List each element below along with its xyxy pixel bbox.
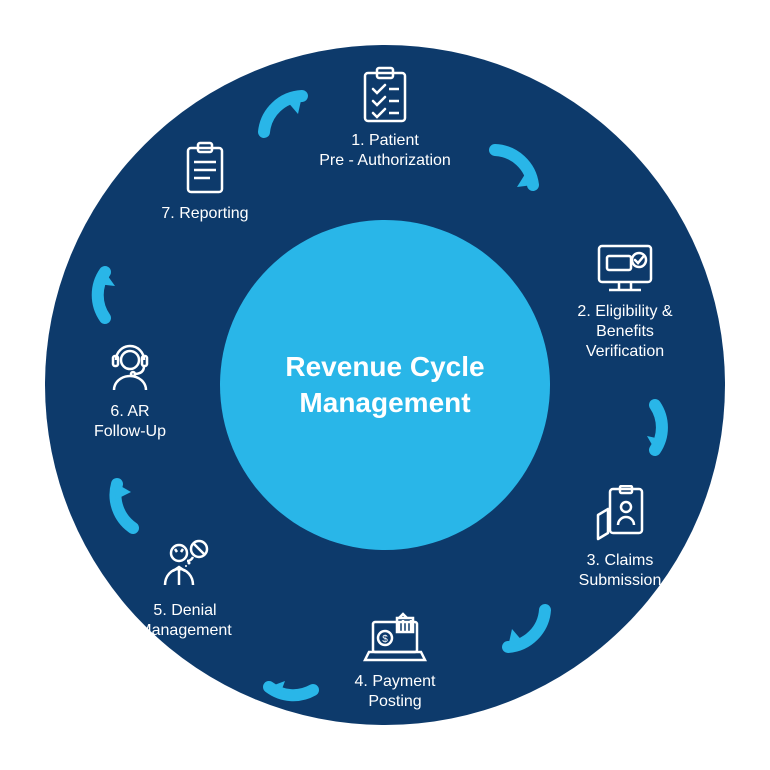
step-eligibility: 2. Eligibility &BenefitsVerification (550, 240, 700, 362)
flow-arrow-6 (80, 260, 140, 330)
step-label: 4. PaymentPosting (320, 672, 470, 712)
monitor-check-icon (550, 240, 700, 296)
headset-person-icon (55, 340, 205, 396)
step-patient-preauth: 1. PatientPre - Authorization (310, 65, 460, 171)
center-title: Revenue Cycle Management (220, 349, 550, 422)
step-label: 3. ClaimsSubmission (545, 551, 695, 591)
checklist-icon (310, 65, 460, 125)
step-label: 7. Reporting (130, 204, 280, 224)
step-reporting: 7. Reporting (130, 140, 280, 224)
step-denial: 5. DenialManagement (110, 535, 260, 641)
step-label: 2. Eligibility &BenefitsVerification (550, 302, 700, 362)
step-ar-followup: 6. ARFollow-Up (55, 340, 205, 442)
person-denied-icon (110, 535, 260, 595)
svg-text:$: $ (382, 634, 388, 645)
flow-arrow-5 (95, 470, 155, 540)
inner-circle: Revenue Cycle Management (220, 220, 550, 550)
flow-arrow-4 (255, 655, 325, 715)
flow-arrow-7 (250, 80, 320, 145)
step-claims: 3. ClaimsSubmission (545, 485, 695, 591)
step-label: 5. DenialManagement (110, 601, 260, 641)
flow-arrow-3 (490, 595, 560, 665)
flow-arrow-2 (620, 395, 680, 465)
laptop-money-icon: $ (320, 610, 470, 666)
step-label: 1. PatientPre - Authorization (310, 131, 460, 171)
step-payment: $ 4. PaymentPosting (320, 610, 470, 712)
report-clipboard-icon (130, 140, 280, 198)
hand-form-icon (545, 485, 695, 545)
flow-arrow-1 (485, 135, 555, 205)
step-label: 6. ARFollow-Up (55, 402, 205, 442)
